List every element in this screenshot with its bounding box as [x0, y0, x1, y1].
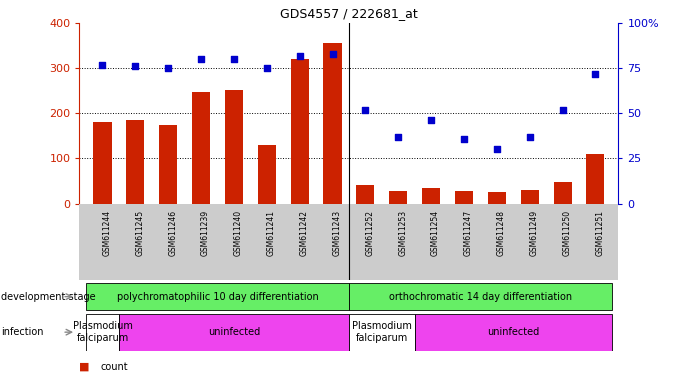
Text: GSM611251: GSM611251	[596, 210, 605, 256]
Text: ■: ■	[79, 362, 90, 372]
Bar	[349, 314, 415, 351]
Bar	[192, 92, 210, 204]
Text: GSM611250: GSM611250	[562, 210, 571, 256]
Text: GSM611249: GSM611249	[530, 210, 539, 256]
Text: Plasmodium
falciparum: Plasmodium falciparum	[73, 321, 133, 343]
Point	[590, 71, 601, 77]
Bar	[357, 185, 375, 204]
Point	[327, 51, 338, 57]
Bar	[126, 120, 144, 204]
Bar	[159, 124, 177, 204]
Point	[261, 65, 272, 71]
Bar	[119, 314, 349, 351]
Text: uninfected: uninfected	[487, 327, 540, 337]
Title: GDS4557 / 222681_at: GDS4557 / 222681_at	[280, 7, 418, 20]
Text: orthochromatic 14 day differentiation: orthochromatic 14 day differentiation	[389, 291, 572, 302]
Bar	[422, 188, 440, 204]
Text: GSM611254: GSM611254	[431, 210, 440, 256]
Point	[360, 107, 371, 113]
Bar	[415, 314, 612, 351]
Point	[294, 53, 305, 59]
Text: uninfected: uninfected	[208, 327, 260, 337]
Point	[491, 146, 502, 152]
Text: GSM611240: GSM611240	[234, 210, 243, 256]
Bar	[455, 191, 473, 204]
Point	[196, 56, 207, 62]
Text: GSM611247: GSM611247	[464, 210, 473, 256]
Text: GSM611246: GSM611246	[168, 210, 177, 256]
Text: GSM611248: GSM611248	[497, 210, 506, 256]
Text: GSM611244: GSM611244	[102, 210, 111, 256]
Point	[392, 134, 404, 140]
Text: polychromatophilic 10 day differentiation: polychromatophilic 10 day differentiatio…	[117, 291, 319, 302]
Text: GSM611243: GSM611243	[332, 210, 341, 256]
Bar	[86, 283, 349, 311]
Text: development stage: development stage	[1, 291, 95, 302]
Point	[524, 134, 536, 140]
Bar	[349, 283, 612, 311]
Point	[229, 56, 240, 62]
Text: GSM611241: GSM611241	[267, 210, 276, 256]
Point	[458, 136, 469, 142]
Point	[130, 63, 141, 70]
Bar	[86, 314, 119, 351]
Text: Plasmodium
falciparum: Plasmodium falciparum	[352, 321, 412, 343]
Text: infection: infection	[1, 327, 44, 337]
Bar	[488, 192, 506, 204]
Text: GSM611245: GSM611245	[135, 210, 144, 256]
Text: GSM611253: GSM611253	[398, 210, 407, 256]
Text: GSM611252: GSM611252	[366, 210, 375, 256]
Bar	[323, 43, 341, 204]
Bar	[291, 59, 309, 204]
Point	[426, 118, 437, 124]
Text: count: count	[100, 362, 128, 372]
Point	[162, 65, 173, 71]
Bar	[553, 182, 571, 204]
Bar	[258, 145, 276, 204]
Bar	[225, 90, 243, 204]
Bar	[93, 122, 111, 204]
Bar	[389, 191, 407, 204]
Point	[557, 107, 568, 113]
Point	[97, 61, 108, 68]
Bar	[587, 154, 605, 204]
Text: GSM611239: GSM611239	[201, 210, 210, 256]
Bar	[521, 190, 539, 204]
Text: GSM611242: GSM611242	[300, 210, 309, 256]
